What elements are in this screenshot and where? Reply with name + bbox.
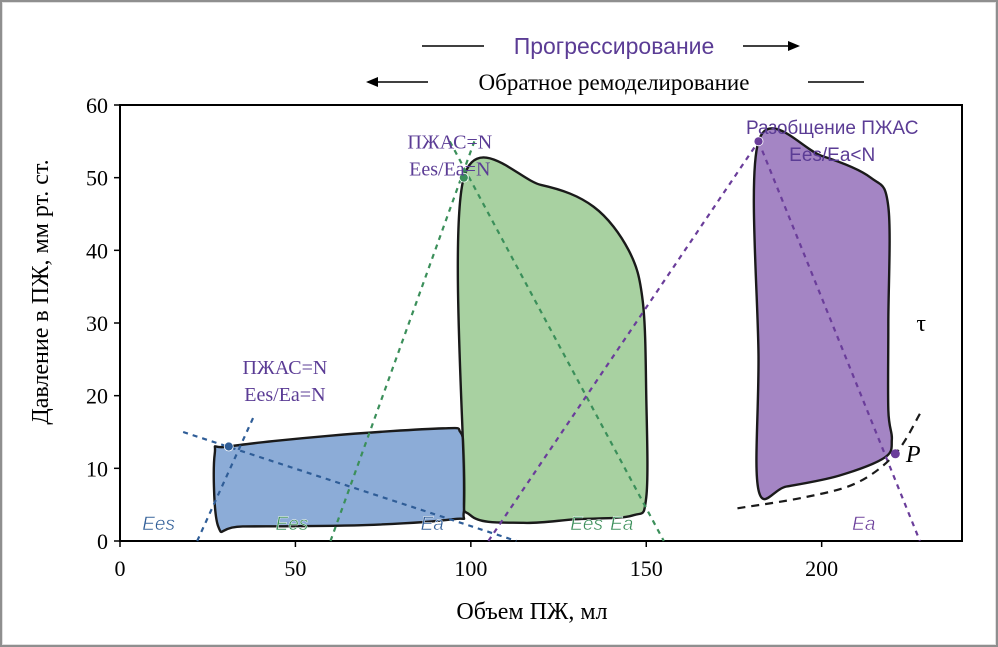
p-point-marker xyxy=(890,449,900,459)
green-ees-label: Ees xyxy=(570,514,603,535)
green-ees-label: Ees xyxy=(276,514,309,535)
purple-ea-label: Ea xyxy=(852,514,875,535)
axes: 0 50 100 150 200 0 10 20 30 40 50 60 xyxy=(86,93,963,581)
blue-ees-line xyxy=(196,417,255,542)
green-ea-label: Ea xyxy=(610,514,633,535)
green-ees-line xyxy=(329,140,476,542)
x-tick-label: 200 xyxy=(805,556,838,581)
purple-pv-loop xyxy=(752,127,894,501)
purple-ees-line xyxy=(487,140,760,542)
blue-ea-label: Ea xyxy=(421,514,444,535)
purple-ea-line xyxy=(757,140,921,542)
p-point-label: P xyxy=(905,442,921,468)
tau-label: τ xyxy=(916,311,926,337)
y-tick-label: 60 xyxy=(86,93,108,118)
y-tick-label: 30 xyxy=(86,311,108,336)
x-tick-label: 50 xyxy=(284,556,306,581)
pv-loops xyxy=(212,127,894,534)
y-tick-label: 50 xyxy=(86,166,108,191)
green-annotation-line: Ees/Ea=N xyxy=(409,159,490,181)
y-tick-label: 0 xyxy=(97,529,108,554)
blue-end-systolic-point xyxy=(223,441,234,452)
green-annotation-line: ПЖАС=N xyxy=(407,132,492,154)
y-axis-title: Давление в ПЖ, мм рт. ст. xyxy=(28,159,54,424)
chart-labels: Ees Ea ПЖАС=N Ees/Ea=N Ees Ees Ea ПЖАС=N Ees/Ea=… xyxy=(142,118,926,535)
green-end-systolic-point xyxy=(458,172,469,183)
green-pv-loop xyxy=(456,156,649,525)
purple-end-systolic-point xyxy=(753,136,764,147)
blue-ea-line xyxy=(182,430,517,543)
edpvr-curve xyxy=(737,413,921,510)
blue-annotation-line: Ees/Ea=N xyxy=(244,384,325,406)
purple-annotation-line: Разобщение ПЖАС xyxy=(746,118,918,139)
y-tick-label: 20 xyxy=(86,384,108,409)
x-tick-label: 150 xyxy=(630,556,663,581)
x-tick-label: 0 xyxy=(115,556,126,581)
elastance-lines xyxy=(182,136,921,543)
edpvr-dashed-curve xyxy=(737,413,921,510)
progression-label: Прогрессирование xyxy=(514,33,715,59)
blue-ees-label: Ees xyxy=(142,514,175,535)
purple-annotation-line: Ees/Ea<N xyxy=(789,145,875,166)
y-tick-label: 40 xyxy=(86,238,108,263)
x-tick-label: 100 xyxy=(454,556,487,581)
y-tick-label: 10 xyxy=(86,456,108,481)
x-axis-title: Объем ПЖ, мл xyxy=(456,599,607,625)
blue-annotation-line: ПЖАС=N xyxy=(242,357,327,379)
reverse-label: Обратное ремоделирование xyxy=(479,70,750,95)
